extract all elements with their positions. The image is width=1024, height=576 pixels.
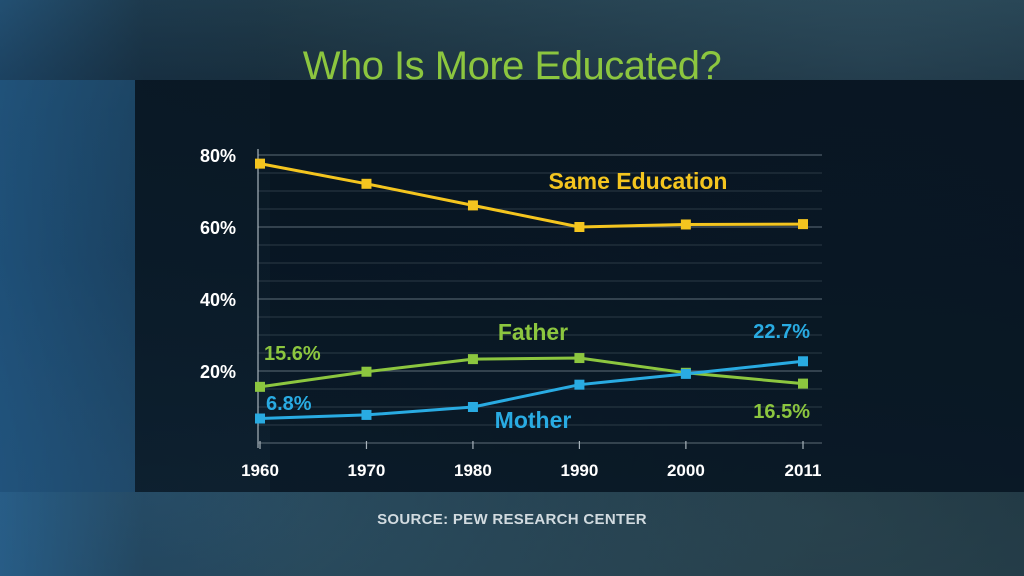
data-point bbox=[467, 402, 478, 412]
data-point bbox=[574, 379, 585, 390]
series-label-same-education: Same Education bbox=[549, 168, 728, 194]
data-point bbox=[798, 219, 808, 230]
data-point bbox=[574, 353, 585, 364]
x-tick-label: 1960 bbox=[241, 461, 279, 480]
x-axis-ticks: 1960 1970 1980 1990 2000 2011 bbox=[241, 461, 821, 480]
x-tick-label: 1990 bbox=[560, 461, 598, 480]
series-line bbox=[259, 356, 804, 389]
y-tick-label: 20% bbox=[200, 362, 236, 382]
data-label-father-2011: 16.5% bbox=[753, 401, 810, 423]
data-point bbox=[361, 409, 372, 420]
data-point bbox=[255, 413, 265, 424]
y-tick-label: 40% bbox=[200, 290, 236, 310]
chart-title: Who Is More Educated? bbox=[302, 44, 722, 88]
x-tick-label: 2000 bbox=[667, 461, 705, 480]
x-tick-label: 2011 bbox=[785, 461, 822, 480]
series-label-mother: Mother bbox=[495, 407, 572, 433]
y-tick-label: 60% bbox=[200, 218, 236, 238]
series-label-father: Father bbox=[498, 319, 568, 345]
y-tick-label: 80% bbox=[200, 146, 236, 166]
data-point bbox=[361, 366, 372, 377]
grid-lines bbox=[257, 149, 822, 449]
data-point bbox=[798, 378, 808, 389]
background-chart-panel bbox=[135, 80, 1024, 492]
data-point bbox=[255, 381, 265, 392]
series-markers bbox=[255, 158, 808, 424]
data-point bbox=[680, 219, 691, 230]
background-top-band bbox=[0, 0, 1024, 80]
series-line bbox=[259, 359, 804, 421]
x-tick-label: 1980 bbox=[454, 461, 492, 480]
data-point bbox=[467, 200, 478, 211]
data-label-father-1960: 15.6% bbox=[264, 343, 321, 365]
series-lines bbox=[259, 162, 804, 421]
series-line bbox=[259, 162, 804, 229]
background-inner-panel bbox=[270, 80, 1024, 492]
x-tick-label: 1970 bbox=[348, 461, 386, 480]
data-point bbox=[798, 356, 808, 367]
source-credit: SOURCE: PEW RESEARCH CENTER bbox=[377, 511, 647, 528]
data-point bbox=[680, 368, 691, 379]
data-point bbox=[467, 354, 478, 365]
data-point bbox=[574, 222, 585, 232]
y-axis-ticks: 80% 60% 40% 20% bbox=[200, 146, 236, 382]
data-label-mother-2011: 22.7% bbox=[753, 321, 810, 343]
background-panel-edge bbox=[0, 80, 135, 492]
data-label-mother-1960: 6.8% bbox=[266, 393, 312, 415]
data-point bbox=[361, 178, 372, 189]
data-point bbox=[255, 158, 265, 169]
